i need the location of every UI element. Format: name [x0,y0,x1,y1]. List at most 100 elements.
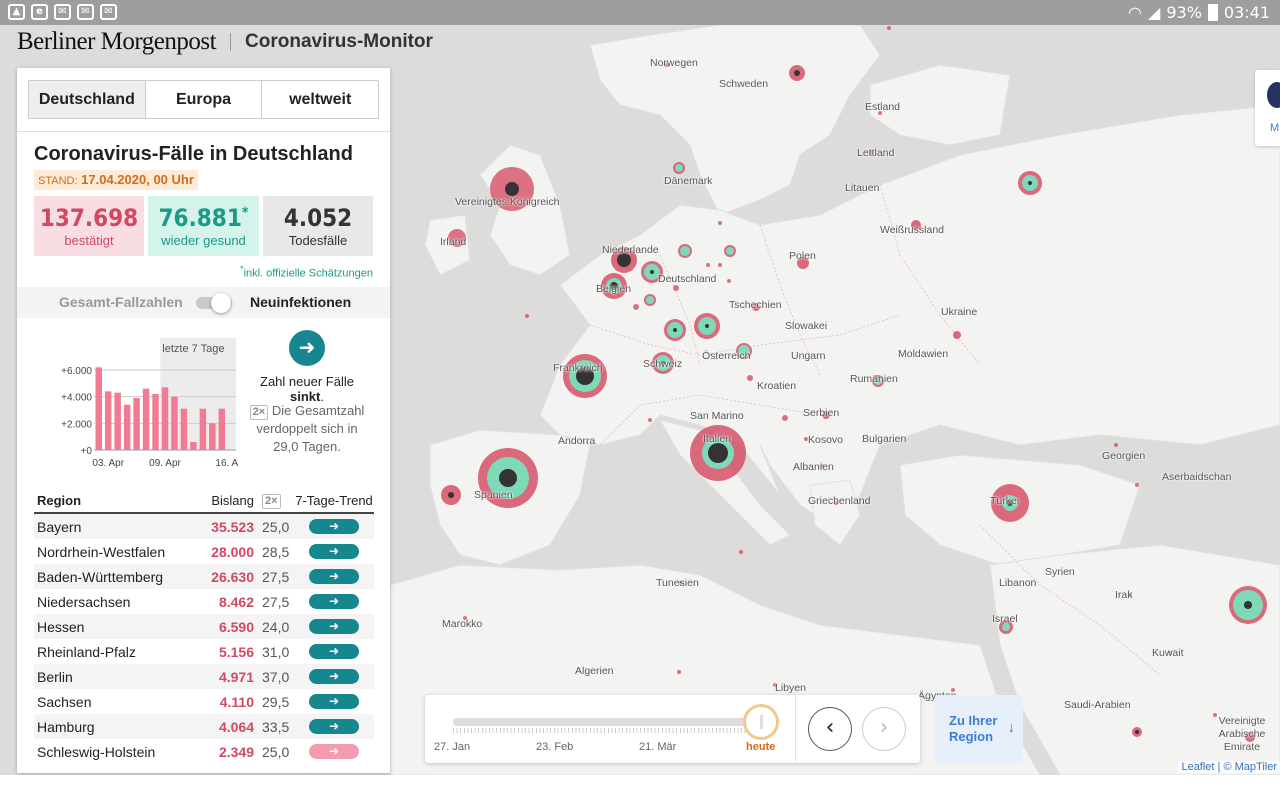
region-doubling: 28,5 [262,543,290,560]
divider [795,695,796,763]
bar-02. Apr [95,367,102,450]
region-trend: ➜ [294,594,374,609]
tab-weltweit[interactable]: weltweit [289,91,352,108]
region-table: Region Bislang 2× 7-Tage-Trend Bayern 35.… [34,488,374,764]
battery-percent: 93% [1166,3,1202,22]
region-doubling: 27,5 [262,568,290,585]
date-badge: STAND: 17.04.2020, 00 Uhr [34,170,198,190]
trend-text-bold: sinkt [290,389,321,404]
map-label: Dänemark [664,175,713,187]
timeline-handle[interactable] [743,704,779,740]
col-total[interactable]: Bislang [211,492,254,508]
browser-icon: e [31,4,48,20]
your-region-label: Zu Ihrer Region [949,713,997,745]
region-trend: ➜ [294,694,374,709]
map-label: Moldawien [898,348,949,360]
region-name: Sachsen [37,693,92,710]
region-name: Niedersachsen [37,593,131,610]
table-row[interactable]: Sachsen 4.110 29,5 ➜ [34,689,374,714]
table-row[interactable]: Bayern 35.523 25,0 ➜ [34,514,374,539]
region-doubling: 29,5 [262,693,290,710]
map-label: Estland [865,101,901,113]
tab-deutschland[interactable]: Deutschland [29,81,146,118]
region-name: Baden-Württemberg [37,568,164,585]
trend-arrow-icon: ➜ [309,544,359,559]
divider [17,131,390,132]
map-attribution[interactable]: Leaflet | © MapTiler [1178,761,1280,773]
region-doubling: 25,0 [262,518,290,535]
trend-text: Zahl neuer Fälle sinkt. [242,374,372,404]
col-region[interactable]: Region [37,492,82,508]
map-label: Belgien [596,283,632,295]
table-row[interactable]: Hessen 6.590 24,0 ➜ [34,614,374,639]
map-label: Griechenland [808,495,871,507]
trend-arrow-icon: ➜ [309,694,359,709]
your-region-button[interactable]: Zu Ihrer Region ↓ [935,695,1023,763]
table-row[interactable]: Rheinland-Pfalz 5.156 31,0 ➜ [34,639,374,664]
next-button[interactable]: › [862,707,906,751]
table-row[interactable]: Niedersachsen 8.462 27,5 ➜ [34,589,374,614]
region-trend: ➜ [294,719,374,734]
table-row[interactable]: Nordrhein-Westfalen 28.000 28,5 ➜ [34,539,374,564]
summary-title: Coronavirus-Fälle in Deutschland [34,143,353,165]
table-row[interactable]: Hamburg 4.064 33,5 ➜ [34,714,374,739]
confirmed-count: 137.698 [39,204,139,232]
switch-knob [211,293,231,313]
map-label: Kroatien [757,380,797,392]
view-switch[interactable] [194,293,234,313]
region-total: 26.630 [211,568,254,585]
timeline-label: 21. Mär [639,741,677,753]
map-label: Norwegen [650,57,698,69]
y-tick-label: +0 [81,446,93,457]
map-label: Albanien [793,461,834,473]
bar-11. Apr [180,408,188,450]
recovered-stat: 76.881* wieder gesund [148,196,259,256]
map-widget[interactable]: M [1255,70,1280,146]
bar-08. Apr [152,394,159,450]
map-label: Kosovo [808,434,844,446]
region-doubling: 31,0 [262,643,290,660]
trend-arrow-icon: ➜ [309,569,359,584]
region-doubling: 24,0 [262,618,290,635]
region-total: 4.110 [219,693,254,710]
footnote-marker: * [239,264,244,274]
trend-arrow-icon: ➜ [309,719,359,734]
bar-15. Apr [218,408,226,450]
page-title: Coronavirus-Monitor [245,31,433,52]
trend-arrow-icon: ➜ [309,594,359,609]
map-label: Schweiz [643,358,683,370]
timeline-track[interactable] [453,718,760,726]
col-trend[interactable]: 7-Tage-Trend [295,492,373,508]
map-label: Irland [440,236,467,248]
table-row[interactable]: Berlin 4.971 37,0 ➜ [34,664,374,689]
map-label: Kuwait [1152,647,1184,659]
map-label: Italien [703,433,732,445]
map-label: Deutschland [658,273,717,285]
x-tick-label: 03. Apr [92,458,124,469]
table-row[interactable]: Schleswig-Holstein 2.349 25,0 ➜ [34,739,374,764]
toggle-label-total[interactable]: Gesamt-Fallzahlen [59,294,183,310]
timeline-label-today: heute [746,741,776,753]
map-label: Israel [992,613,1018,625]
recovered-count: 76.881 [158,204,242,232]
map-label: Niederlande [602,244,659,256]
map-label: Marokko [442,618,483,630]
map-label: Ungarn [791,350,826,362]
map-label: Saudi-Arabien [1064,699,1131,711]
map-label: Aserbaidschan [1162,471,1232,483]
x-tick-label: 16. Apr [215,458,239,469]
table-row[interactable]: Baden-Württemberg 26.630 27,5 ➜ [34,564,374,589]
deaths-label: Todesfälle [288,233,348,248]
trend-arrow-icon: ➜ [309,644,359,659]
map-label: Lettland [857,147,895,159]
tab-europa[interactable]: Europa [146,81,263,118]
logo[interactable]: Berliner Morgenpost [17,28,217,55]
toggle-label-new[interactable]: Neuinfektionen [250,294,352,310]
mail-icon: ✉ [54,4,71,20]
bar-13. Apr [199,408,207,450]
col-doubling[interactable]: 2× [254,492,294,509]
prev-button[interactable]: ‹ [808,707,852,751]
clock: 03:41 [1223,3,1270,22]
date-label: STAND: [38,175,78,187]
map-label: Tschechien [729,299,782,311]
